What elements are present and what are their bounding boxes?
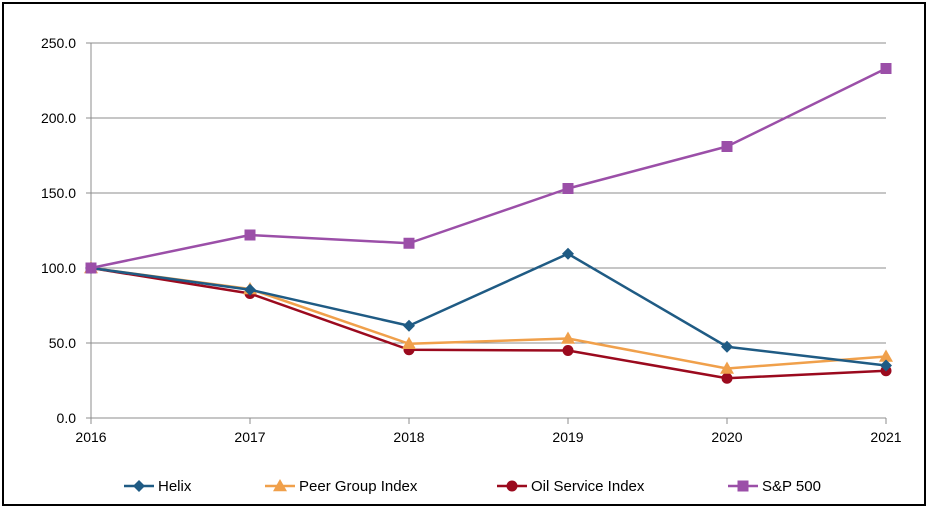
legend: Helix Peer Group Index Oil Service Index S&… <box>124 478 821 495</box>
y-tick-label: 200.0 <box>41 110 76 126</box>
series-line-helix <box>90 252 887 367</box>
data-point-helix <box>880 359 892 372</box>
legend-label: S&P 500 <box>762 478 821 495</box>
legend-label: Oil Service Index <box>531 478 645 495</box>
y-tick-label: 100.0 <box>41 260 76 276</box>
data-point-s-p-500 <box>721 141 733 152</box>
x-tick-labels: 2016 2017 2018 2019 2020 2021 <box>75 429 901 445</box>
x-tick-label: 2017 <box>234 429 265 445</box>
data-point-helix <box>403 319 415 332</box>
y-tick-label: 150.0 <box>41 185 76 201</box>
gridlines <box>91 42 886 344</box>
data-point-s-p-500 <box>85 262 97 274</box>
legend-marker <box>737 480 749 492</box>
data-point-helix <box>244 283 256 296</box>
x-tick-label: 2018 <box>393 429 424 445</box>
data-point-peer-group-index <box>402 336 416 349</box>
data-point-helix <box>562 247 574 260</box>
series-group <box>84 63 893 384</box>
legend-marker <box>506 480 518 492</box>
legend-item-helix: Helix <box>124 478 192 495</box>
x-tick-label: 2019 <box>552 429 583 445</box>
series-line-oil-service-index <box>90 266 887 380</box>
data-point-peer-group-index <box>561 331 575 344</box>
x-tick-label: 2021 <box>870 429 901 445</box>
data-point-s-p-500 <box>880 63 892 74</box>
series-line-s-p-500 <box>90 67 887 270</box>
legend-item-peer-group-index: Peer Group Index <box>265 478 418 495</box>
x-tick-label: 2016 <box>75 429 106 445</box>
y-tick-label: 0.0 <box>57 410 77 426</box>
data-point-helix <box>721 340 733 353</box>
x-tick-label: 2020 <box>711 429 742 445</box>
data-point-s-p-500 <box>244 229 256 241</box>
data-point-peer-group-index <box>879 349 893 362</box>
series-s-p-500 <box>85 63 892 274</box>
y-tick-label: 50.0 <box>49 335 76 351</box>
series-peer-group-index <box>84 261 893 374</box>
series-helix <box>85 247 892 372</box>
data-point-oil-service-index <box>721 372 733 384</box>
legend-label: Helix <box>158 478 192 495</box>
data-point-oil-service-index <box>562 345 574 356</box>
axes <box>86 42 887 424</box>
y-tick-labels: 0.0 50.0 100.0 150.0 200.0 250.0 <box>41 35 76 426</box>
legend-item-oil-service-index: Oil Service Index <box>497 478 645 495</box>
legend-marker <box>133 480 145 492</box>
data-point-peer-group-index <box>720 361 734 374</box>
legend-label: Peer Group Index <box>299 478 418 495</box>
data-point-s-p-500 <box>403 237 415 249</box>
y-tick-label: 250.0 <box>41 35 76 51</box>
data-point-s-p-500 <box>562 183 574 194</box>
legend-marker <box>273 479 287 492</box>
legend-item-s-p-500: S&P 500 <box>728 478 821 495</box>
